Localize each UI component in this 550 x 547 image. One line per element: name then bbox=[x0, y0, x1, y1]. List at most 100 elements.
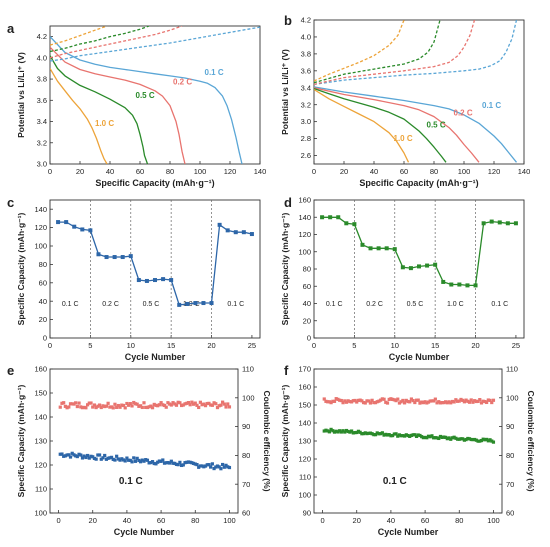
capacity-point bbox=[343, 430, 347, 434]
capacity-point bbox=[399, 434, 403, 438]
capacity-point bbox=[489, 219, 494, 224]
efficiency-point bbox=[331, 399, 335, 403]
efficiency-point bbox=[351, 399, 355, 403]
capacity-point bbox=[430, 434, 434, 438]
efficiency-point bbox=[382, 397, 386, 401]
capacity-point bbox=[249, 232, 254, 237]
capacity-point bbox=[214, 465, 218, 469]
efficiency-point bbox=[164, 405, 168, 409]
efficiency-point bbox=[72, 402, 76, 406]
efficiency-point bbox=[74, 401, 78, 405]
capacity-point bbox=[62, 454, 66, 458]
capacity-point bbox=[413, 433, 417, 437]
y-axis-label: Specific Capacity (mAh·g⁻¹) bbox=[280, 385, 290, 498]
capacity-point bbox=[92, 456, 97, 461]
efficiency-point bbox=[145, 405, 150, 410]
y-tick-label: 110 bbox=[299, 473, 311, 482]
capacity-point bbox=[457, 437, 461, 441]
capacity-point bbox=[402, 434, 407, 438]
efficiency-point bbox=[149, 404, 153, 408]
efficiency-point bbox=[132, 400, 136, 405]
efficiency-point bbox=[336, 397, 340, 401]
efficiency-point bbox=[205, 401, 209, 406]
capacity-point bbox=[394, 432, 398, 436]
efficiency-point bbox=[353, 398, 357, 403]
capacity-point bbox=[387, 433, 391, 437]
capacity-point bbox=[201, 301, 206, 306]
capacity-point bbox=[75, 454, 79, 459]
efficiency-point bbox=[420, 400, 424, 404]
y-axis-label: Specific Capacity (mAh·g⁻¹) bbox=[16, 385, 26, 498]
capacity-point bbox=[145, 458, 150, 462]
x-tick-label: 25 bbox=[512, 341, 520, 350]
efficiency-point bbox=[367, 399, 371, 403]
efficiency-point bbox=[324, 399, 328, 403]
efficiency-point bbox=[358, 398, 362, 402]
efficiency-point bbox=[365, 399, 369, 403]
panel-d: d 0 5 10 15 20 25 0 20 40 60 80 100 120 140 160 Cycle Nu… bbox=[280, 195, 525, 362]
efficiency-point bbox=[103, 404, 107, 409]
capacity-point bbox=[435, 436, 439, 440]
capacity-point bbox=[332, 430, 337, 434]
efficiency-point bbox=[156, 404, 160, 408]
panel-letter-e: e bbox=[7, 363, 14, 378]
efficiency-point bbox=[80, 406, 85, 410]
capacity-point bbox=[203, 464, 208, 468]
capacity-point bbox=[70, 451, 74, 455]
capacity-point bbox=[164, 461, 168, 465]
y-tick-label: 140 bbox=[298, 419, 311, 428]
capacity-point bbox=[408, 434, 412, 438]
y2-tick-label: 70 bbox=[242, 480, 250, 489]
capacity-point bbox=[490, 439, 494, 443]
capacity-point bbox=[329, 427, 333, 431]
capacity-point bbox=[423, 435, 427, 440]
y-tick-label: 3.8 bbox=[37, 75, 47, 84]
capacity-point bbox=[426, 434, 431, 438]
capacity-point bbox=[128, 458, 132, 462]
efficiency-point bbox=[209, 403, 213, 407]
capacity-point bbox=[193, 301, 198, 306]
rate-label: 0.1 C bbox=[491, 301, 508, 308]
efficiency-point bbox=[402, 401, 407, 405]
capacity-point bbox=[226, 465, 230, 469]
efficiency-point bbox=[452, 400, 456, 404]
capacity-point bbox=[225, 228, 230, 233]
series-line-1-0-c-charge bbox=[50, 26, 108, 46]
capacity-point bbox=[328, 215, 333, 220]
capacity-point bbox=[365, 432, 369, 436]
efficiency-point bbox=[394, 399, 398, 403]
capacity-point bbox=[444, 435, 448, 439]
capacity-point bbox=[469, 437, 473, 442]
efficiency-point bbox=[118, 405, 122, 409]
series-line-0-1-c bbox=[50, 36, 243, 164]
efficiency-point bbox=[414, 398, 419, 402]
capacity-point bbox=[174, 462, 179, 466]
capacity-point bbox=[404, 433, 408, 437]
capacity-point bbox=[467, 437, 472, 441]
panel-letter-a: a bbox=[7, 21, 15, 36]
capacity-point bbox=[425, 263, 430, 268]
capacity-point bbox=[104, 457, 108, 461]
series-line-1-0-c bbox=[50, 68, 108, 164]
x-tick-label: 25 bbox=[248, 341, 256, 350]
efficiency-point bbox=[227, 405, 232, 409]
efficiency-point bbox=[444, 400, 448, 404]
capacity-point bbox=[327, 430, 331, 434]
capacity-point bbox=[418, 433, 422, 438]
capacity-point bbox=[217, 222, 222, 227]
rate-annotation: 0.1 C bbox=[383, 476, 407, 487]
efficiency-point bbox=[344, 400, 349, 404]
efficiency-point bbox=[421, 401, 425, 405]
efficiency-point bbox=[368, 401, 372, 405]
series-line-0-2-c bbox=[314, 87, 480, 163]
efficiency-point bbox=[138, 404, 143, 408]
efficiency-point bbox=[445, 401, 449, 405]
efficiency-point bbox=[183, 402, 187, 406]
y2-axis-label: Coulombic efficiency (%) bbox=[526, 390, 536, 491]
x-tick-label: 120 bbox=[488, 167, 501, 176]
efficiency-point bbox=[215, 405, 220, 410]
capacity-point bbox=[166, 461, 170, 465]
series-label: 0.5 C bbox=[427, 121, 446, 130]
y-tick-label: 80 bbox=[39, 260, 47, 269]
